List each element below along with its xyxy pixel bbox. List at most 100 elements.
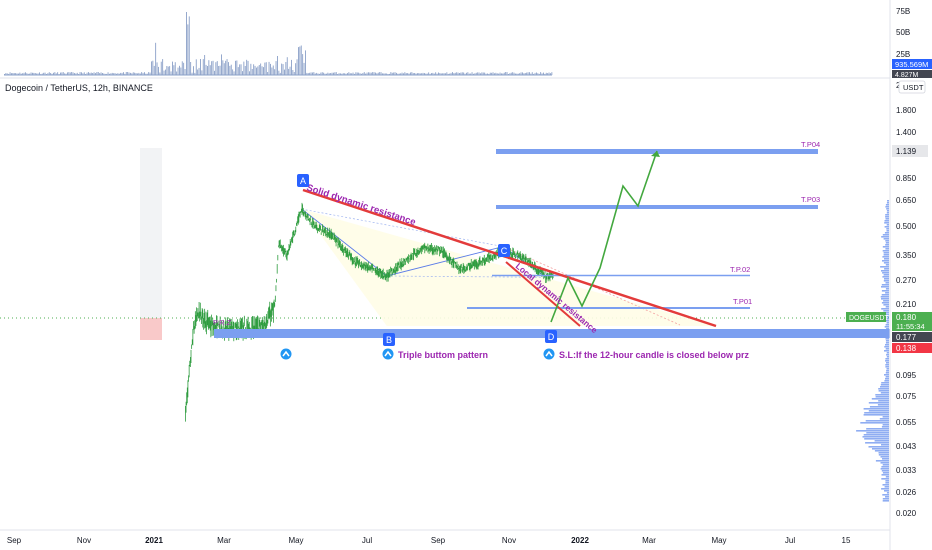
point-c-badge[interactable]: C <box>498 244 510 257</box>
volume-bar <box>365 73 367 75</box>
volume-bar <box>335 72 337 75</box>
volume-bar <box>82 73 84 75</box>
volume-bar <box>214 70 215 75</box>
volume-bar <box>545 72 547 75</box>
volume-bar <box>310 72 312 75</box>
volume-bar <box>202 59 204 75</box>
volume-bar <box>256 67 257 75</box>
volume-bar <box>165 69 166 75</box>
point-a-badge[interactable]: A <box>297 174 309 187</box>
volume-bar <box>117 73 119 75</box>
volume-bar <box>537 73 539 75</box>
volume-bar <box>34 73 36 75</box>
volume-bar <box>449 73 451 75</box>
volume-bar <box>132 72 134 75</box>
volume-bar <box>544 73 546 75</box>
volume-bar <box>484 72 486 75</box>
currency-badge[interactable] <box>898 80 926 94</box>
last-price-badge <box>892 312 932 331</box>
volume-bar <box>477 72 479 75</box>
up-arrow-icon[interactable] <box>382 348 394 360</box>
volume-bar <box>482 72 484 75</box>
point-d-badge[interactable]: D <box>545 330 557 343</box>
volume-bar <box>432 72 434 75</box>
volume-profile-bar <box>885 206 889 208</box>
volume-bar <box>527 72 529 75</box>
point-b-badge[interactable]: B <box>383 333 395 346</box>
volume-bar <box>16 73 18 75</box>
volume-profile-bar <box>886 208 889 210</box>
volume-profile-bar <box>884 226 889 228</box>
time-tick: May <box>288 536 303 545</box>
volume-bar <box>362 73 364 75</box>
volume-profile-bar <box>885 366 889 368</box>
volume-bar <box>464 73 466 75</box>
volume-bar <box>99 73 101 75</box>
current-volume-value: 935.569M <box>895 60 928 69</box>
volume-bar <box>502 73 504 75</box>
current-volume-badge <box>892 59 932 69</box>
axis-extra-label: 2 <box>896 81 901 90</box>
volume-profile-bar <box>885 338 889 340</box>
volume-bar <box>487 73 488 75</box>
up-arrow-icon[interactable] <box>280 348 292 360</box>
volume-bar <box>324 73 326 75</box>
volume-bar <box>512 72 514 75</box>
volume-bar <box>513 72 515 75</box>
volume-profile-bar <box>881 236 889 238</box>
volume-bar <box>417 73 418 75</box>
volume-bar <box>22 73 24 75</box>
volume-bar <box>382 73 383 75</box>
volume-bar <box>398 73 400 75</box>
volume-profile-bar <box>884 268 889 270</box>
volume-profile-bar <box>881 466 889 468</box>
volume-bar <box>215 62 217 75</box>
volume-bar <box>102 73 103 75</box>
point-c-text: C <box>501 246 508 256</box>
volume-bar <box>272 65 274 75</box>
volume-bar <box>289 66 291 75</box>
volume-bar <box>326 73 327 75</box>
volume-bar <box>79 72 81 75</box>
volume-bar <box>370 72 372 75</box>
volume-bar <box>407 73 409 75</box>
volume-bar <box>19 72 21 75</box>
volume-profile-bar <box>885 482 889 484</box>
projection-arrowhead <box>651 151 660 157</box>
volume-profile-bar <box>864 438 889 440</box>
volume-bar <box>109 73 110 75</box>
volume-profile-bar <box>882 256 889 258</box>
volume-profile-bar <box>878 454 889 456</box>
volume-bar <box>71 72 73 75</box>
volume-bar <box>44 72 46 75</box>
tp1-label: T.P01 <box>733 297 752 306</box>
volume-profile-bar <box>884 258 889 260</box>
volume-profile-bar <box>882 472 889 474</box>
volume-bar <box>179 65 180 75</box>
volume-profile-bar <box>885 340 889 342</box>
volume-profile-bar <box>882 246 889 248</box>
point-b-text: B <box>386 335 392 345</box>
volume-bar <box>529 72 530 75</box>
volume-bar <box>369 72 371 75</box>
volume-bar <box>134 72 136 75</box>
volume-bar <box>167 66 169 75</box>
volume-bar <box>86 72 88 75</box>
volume-bar <box>174 62 176 75</box>
volume-bar <box>155 42 157 75</box>
volume-profile-bar <box>860 422 889 424</box>
volume-bar <box>139 73 141 75</box>
price-tick: 0.500 <box>896 222 917 231</box>
time-tick: Mar <box>217 536 231 545</box>
volume-bar <box>445 73 446 75</box>
up-arrow-icon[interactable] <box>543 348 555 360</box>
volume-profile-bar <box>886 328 889 330</box>
volume-bar <box>285 62 287 75</box>
volume-bar <box>95 73 96 75</box>
price-tick: 0.210 <box>896 300 917 309</box>
volume-bar <box>218 66 220 75</box>
volume-profile-bar <box>883 274 889 276</box>
volume-bar <box>33 72 35 75</box>
volume-bar <box>331 72 333 75</box>
